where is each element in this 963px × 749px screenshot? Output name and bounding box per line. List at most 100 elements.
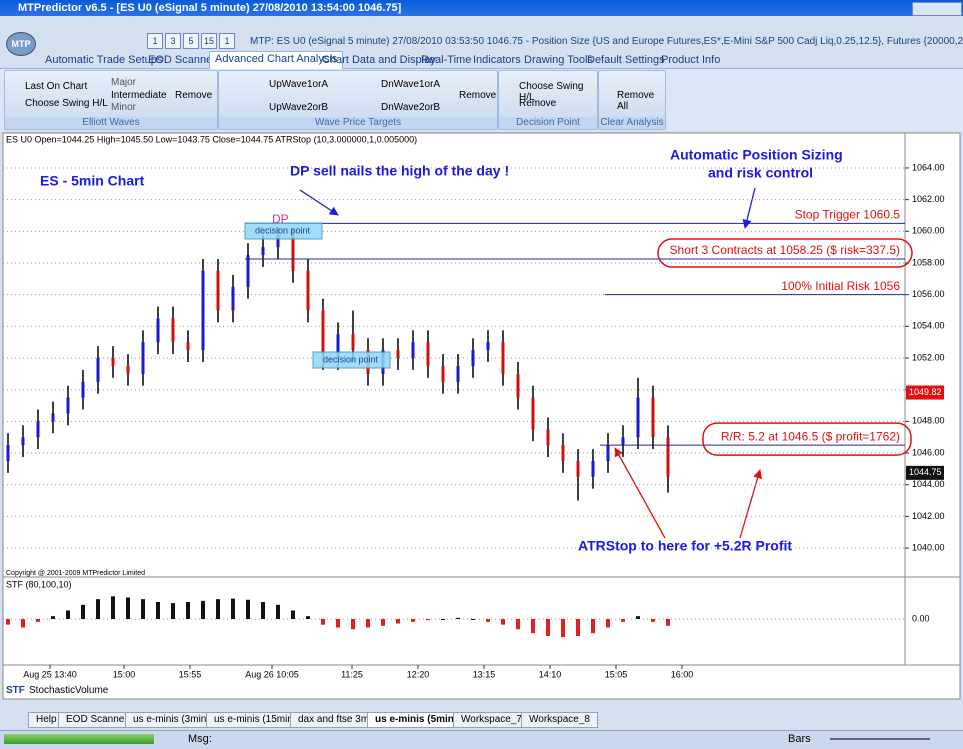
y-tick-label: 1058.00 (912, 257, 945, 267)
title-bar (0, 0, 963, 16)
y-tick-label: 0.00 (912, 613, 930, 623)
button[interactable]: Remove (459, 90, 497, 101)
stf-bar (36, 619, 40, 622)
candle-body (21, 437, 25, 446)
indicator-tab[interactable]: STF (6, 685, 25, 696)
radio[interactable]: Intermediate (111, 90, 167, 101)
stf-bar (531, 619, 535, 634)
button[interactable]: Remove (175, 90, 213, 101)
ribbon-tab[interactable]: Automatic Trade Setups (45, 54, 163, 66)
toolbar-button[interactable]: 15 (201, 33, 217, 49)
stf-bar (636, 616, 640, 619)
price-marker (906, 465, 944, 480)
y-tick-label: 1062.00 (912, 194, 945, 204)
candle-body (171, 318, 175, 343)
candle-body (336, 334, 340, 359)
annotation: Automatic Position Sizing (670, 147, 843, 163)
button[interactable]: DnWave2orB (381, 102, 441, 113)
stf-bar (606, 619, 610, 628)
stf-bar (321, 619, 325, 625)
candle-body (486, 342, 490, 351)
stf-bar (111, 596, 115, 619)
stf-bar (261, 602, 265, 619)
workspace-tab[interactable]: dax and ftse 3min (290, 712, 385, 728)
highlight-ellipse (657, 238, 913, 268)
candle-body (6, 445, 10, 461)
radio[interactable]: Major (111, 77, 137, 88)
decision-box-label: decision point (323, 354, 379, 364)
stf-bar (231, 598, 235, 619)
status-bar (0, 730, 963, 749)
stf-bar (81, 604, 85, 619)
candle-body (351, 334, 355, 351)
candle-body (426, 342, 430, 366)
button[interactable]: Last On Chart (25, 81, 88, 92)
indicator-tab[interactable]: Volume (75, 685, 109, 696)
toolbar-button[interactable]: 3 (165, 33, 181, 49)
arrow (739, 469, 763, 539)
y-tick-label: 1060.00 (912, 226, 945, 236)
x-tick-label: 12:20 (407, 669, 430, 679)
x-tick-label: 13:15 (473, 669, 496, 679)
button[interactable]: Remove (519, 98, 557, 109)
x-tick-label: 11:25 (341, 669, 363, 679)
ribbon-tab[interactable]: Drawing Tools (524, 54, 593, 66)
stf-bar (501, 619, 505, 625)
candle-body (66, 397, 70, 414)
ribbon-tab[interactable]: Default Settings (587, 54, 665, 66)
candle-body (141, 342, 145, 374)
stf-bar (441, 619, 445, 620)
group-title: Elliott Waves (5, 117, 217, 129)
group-title: Decision Point (499, 117, 597, 129)
toolbar-button[interactable]: 5 (183, 33, 199, 49)
button[interactable]: Remove All (617, 90, 655, 112)
candle-body (411, 342, 415, 359)
logo[interactable]: MTP (6, 32, 36, 56)
indicator-tab[interactable]: Stochastic (29, 685, 76, 696)
candle-body (186, 342, 190, 351)
ribbon-tab[interactable]: Advanced Chart Analysis (209, 51, 344, 69)
button[interactable]: UpWave2orB (269, 102, 329, 113)
toolbar-button[interactable]: 1 (219, 33, 235, 49)
decision-box-label: decision point (255, 225, 311, 235)
stf-bar (561, 619, 565, 638)
workspace-tab[interactable]: us e-minis (3min) (125, 712, 218, 728)
window-controls[interactable] (912, 2, 962, 16)
ribbon-tab[interactable]: EOD Scanner (148, 54, 216, 66)
stf-bar (201, 600, 205, 619)
candle-body (51, 413, 55, 422)
button[interactable]: Choose Swing H/L (519, 81, 584, 103)
stf-bar (6, 619, 10, 625)
x-tick-label: Aug 25 13:40 (23, 669, 77, 679)
radio[interactable]: Minor (111, 102, 137, 113)
toolbar-button[interactable]: 1 (147, 33, 163, 49)
stf-bar (396, 619, 400, 624)
workspace-tab[interactable]: Workspace_8 (521, 712, 598, 728)
candle-body (531, 397, 535, 430)
chart-background (2, 132, 961, 700)
stf-bar (141, 599, 145, 619)
button[interactable]: DnWave1orA (381, 79, 441, 90)
stf-bar (126, 597, 130, 619)
ribbon-tab[interactable]: Product Info (661, 54, 721, 66)
y-tick-label: 1042.00 (912, 511, 945, 521)
workspace-tab[interactable]: EOD Scanner (58, 712, 136, 728)
ribbon-tab[interactable]: Real-Time (421, 54, 472, 66)
button[interactable]: Choose Swing H/L (25, 98, 108, 109)
candle-body (36, 421, 40, 438)
ribbon-tab[interactable]: Indicators (473, 54, 521, 66)
stf-bar (156, 602, 160, 619)
candle-body (291, 235, 295, 271)
stf-bar (651, 619, 655, 622)
highlight-ellipse (702, 422, 912, 456)
zoom-slider[interactable] (830, 738, 930, 740)
group-elliott: Last On Chart Choose Swing H/L Major Int… (4, 70, 218, 130)
group-title: Wave Price Targets (219, 117, 497, 129)
button[interactable]: UpWave1orA (269, 79, 329, 90)
y-tick-label: 1040.00 (912, 542, 945, 552)
annotation: and risk control (708, 165, 813, 181)
ribbon-tab[interactable]: Chart Data and Display (322, 54, 436, 66)
window-title: MTPredictor v6.5 - [ES U0 (eSignal 5 min… (18, 2, 402, 14)
workspace-tab[interactable]: Workspace_7 (453, 712, 530, 728)
workspace-tab[interactable]: us e-minis (5min) (367, 712, 466, 728)
